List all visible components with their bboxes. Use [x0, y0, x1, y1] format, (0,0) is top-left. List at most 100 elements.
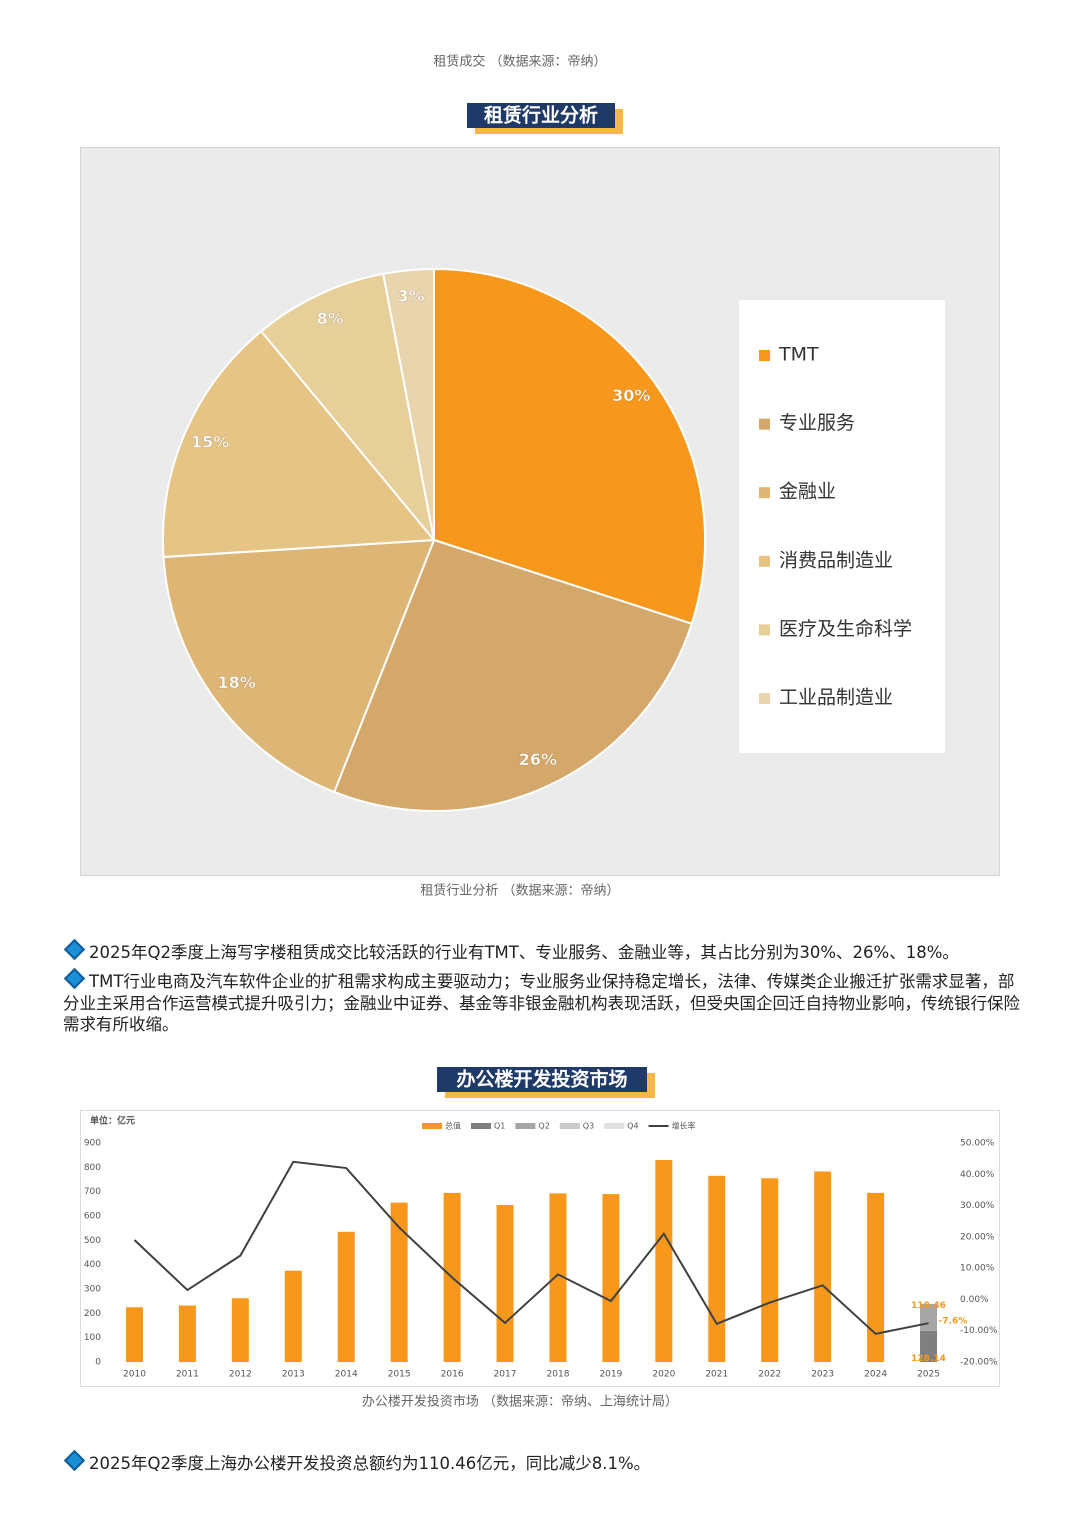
legend-box	[739, 300, 945, 753]
diamond-icon	[63, 967, 86, 990]
legend-label: 增长率	[672, 1121, 696, 1131]
bar	[337, 1231, 355, 1362]
y2-tick-label: 40.00%	[960, 1170, 995, 1180]
y2-tick-label: -20.00%	[960, 1358, 998, 1368]
y-tick-label: 900	[84, 1139, 101, 1149]
bar	[125, 1307, 143, 1362]
bar	[867, 1192, 885, 1362]
legend-swatch	[759, 624, 770, 636]
bar	[761, 1178, 779, 1362]
y2-tick-label: -10.00%	[960, 1326, 998, 1336]
legend-swatch	[759, 693, 770, 704]
section-title: 办公楼开发投资市场	[456, 1068, 627, 1091]
y2-tick-label: 10.00%	[960, 1264, 995, 1274]
bar	[549, 1193, 567, 1362]
pie-slice	[259, 272, 435, 541]
paragraph: 2025年Q2季度上海写字楼租赁成交比较活跃的行业有TMT、专业服务、金融业等，…	[63, 938, 1023, 964]
bar	[708, 1175, 726, 1362]
legend-swatch	[759, 487, 770, 499]
legend-label: 专业服务	[779, 412, 855, 434]
y2-tick-label: 20.00%	[960, 1232, 995, 1242]
y-tick-label: 700	[84, 1187, 101, 1197]
legend-label: Q4	[627, 1122, 638, 1131]
pie-slice	[382, 267, 435, 541]
pie-slice	[433, 267, 706, 626]
y-tick-label: 800	[84, 1163, 101, 1173]
x-tick-label: 2020	[652, 1370, 675, 1380]
title-box	[467, 103, 615, 128]
bar	[920, 1330, 938, 1362]
bar	[231, 1298, 249, 1362]
bar	[814, 1171, 832, 1362]
bar	[178, 1305, 196, 1362]
legend-label: Q1	[494, 1122, 505, 1131]
diamond-icon	[63, 938, 86, 961]
x-tick-label: 2024	[864, 1370, 887, 1380]
legend-label: Q2	[538, 1122, 549, 1131]
bar	[655, 1160, 673, 1362]
x-tick-label: 2016	[441, 1370, 464, 1380]
legend-swatch	[559, 1123, 580, 1129]
x-tick-label: 2013	[282, 1370, 305, 1380]
top-caption: 租赁成交 （数据来源：帝纳）	[433, 54, 606, 70]
line-value-label: -7.6%	[939, 1317, 968, 1327]
legend-swatch	[759, 350, 770, 361]
x-tick-label: 2018	[547, 1370, 570, 1380]
legend-label: 消费品制造业	[779, 549, 893, 571]
x-tick-label: 2019	[599, 1370, 622, 1380]
legend-swatch	[515, 1123, 536, 1129]
y-tick-label: 0	[95, 1358, 101, 1368]
legend-swatch	[759, 418, 770, 430]
x-tick-label: 2022	[758, 1370, 781, 1380]
legend-swatch	[471, 1123, 491, 1129]
caption: 租赁行业分析 （数据来源：帝纳）	[420, 883, 619, 899]
slice-label: 30%	[612, 386, 650, 405]
x-tick-label: 2023	[811, 1370, 834, 1380]
section-title: 租赁行业分析	[484, 104, 598, 127]
x-tick-label: 2015	[388, 1370, 411, 1380]
legend-label: 工业品制造业	[779, 687, 893, 709]
slice-label: 26%	[519, 750, 557, 769]
slice-label: 3%	[397, 287, 424, 306]
slice-label: 18%	[218, 673, 256, 692]
slice-label: 15%	[191, 433, 229, 452]
diamond-icon	[63, 1449, 86, 1472]
y2-tick-label: 0.00%	[960, 1295, 989, 1305]
y2-tick-label: 30.00%	[960, 1201, 995, 1211]
y-tick-label: 200	[84, 1309, 101, 1319]
x-tick-label: 2017	[494, 1370, 517, 1380]
legend-label: TMT	[778, 344, 819, 366]
paragraph-text: TMT行业电商及汽车软件企业的扩租需求构成主要驱动力；专业服务业保持稳定增长，法…	[63, 972, 1020, 1034]
growth-line	[133, 1160, 929, 1335]
legend-label: 金融业	[779, 481, 836, 503]
legend-swatch	[604, 1123, 625, 1129]
bar	[602, 1194, 620, 1362]
paragraph-text: 2025年Q2季度上海写字楼租赁成交比较活跃的行业有TMT、专业服务、金融业等，…	[89, 943, 959, 962]
x-tick-label: 2025	[917, 1370, 940, 1380]
paragraph-text: 2025年Q2季度上海办公楼开发投资总额约为110.46亿元，同比减少8.1%。	[89, 1454, 651, 1473]
paragraph: 2025年Q2季度上海办公楼开发投资总额约为110.46亿元，同比减少8.1%。	[63, 1449, 1023, 1475]
x-tick-label: 2012	[229, 1370, 252, 1380]
legend-swatch	[422, 1123, 442, 1129]
slice-label: 8%	[317, 309, 344, 328]
legend-label: 总值	[445, 1121, 461, 1131]
y-axis-label: 单位：亿元	[90, 1115, 135, 1127]
bar	[496, 1205, 514, 1362]
x-tick-label: 2011	[176, 1370, 199, 1380]
y-tick-label: 500	[84, 1236, 101, 1246]
x-tick-label: 2021	[705, 1370, 728, 1380]
y-tick-label: 600	[84, 1212, 101, 1222]
x-tick-label: 2010	[123, 1370, 146, 1380]
caption: 办公楼开发投资市场 （数据来源：帝纳、上海统计局）	[362, 1394, 678, 1410]
y2-tick-label: 50.00%	[960, 1139, 995, 1149]
x-tick-label: 2014	[335, 1370, 358, 1380]
legend-label: Q3	[583, 1122, 594, 1131]
bar	[390, 1202, 408, 1362]
paragraph: TMT行业电商及汽车软件企业的扩租需求构成主要驱动力；专业服务业保持稳定增长，法…	[63, 967, 1023, 1036]
bar-panel	[80, 1110, 1000, 1387]
y-tick-label: 100	[84, 1333, 101, 1343]
legend-swatch	[759, 555, 770, 567]
bar-value-label: 110.46	[911, 1301, 946, 1311]
